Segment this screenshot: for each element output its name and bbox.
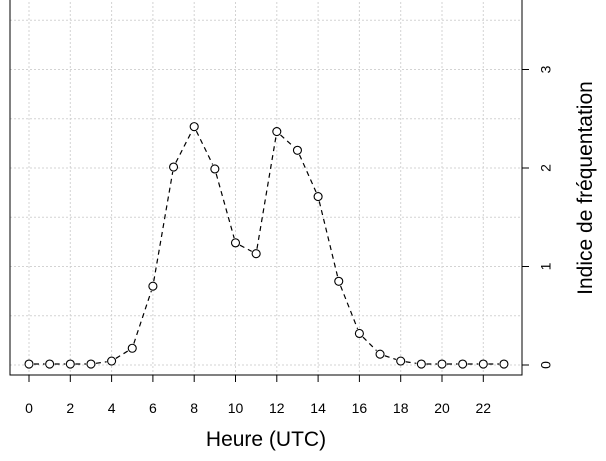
data-point [354,328,364,339]
data-point [437,359,447,369]
data-point [458,359,468,369]
data-point [45,359,55,369]
data-point [107,356,117,366]
x-tick-label: 2 [66,400,74,416]
data-point [292,145,303,155]
x-tick-label: 18 [393,400,409,416]
data-point [230,238,241,248]
data-point [272,127,282,137]
data-point [334,276,344,286]
data-point [210,164,220,174]
x-axis: 0 2 4 6 8 10 12 14 16 18 20 22 [25,375,491,416]
data-point [499,359,509,369]
y-tick-label: 1 [538,262,554,270]
data-point [86,359,96,369]
data-point [375,349,385,359]
x-tick-label: 20 [434,400,450,416]
data-point [65,359,75,369]
x-tick-label: 12 [269,400,285,416]
data-point [127,343,137,353]
x-tick-label: 22 [476,400,492,416]
grid [10,0,522,375]
y-axis-title: Indice de fréquentation [574,81,597,295]
data-points [24,122,509,369]
plot-frame [9,0,523,376]
data-point [169,162,179,172]
y-tick-label: 2 [538,164,554,172]
data-point [251,249,261,259]
data-point [416,359,426,369]
series-line [34,130,499,365]
data-point [396,356,406,366]
x-tick-label: 6 [149,400,157,416]
data-point [478,359,488,369]
data-point [313,192,323,202]
y-tick-label: 3 [538,65,554,73]
y-axis: 0 1 2 3 [522,65,554,369]
data-point [189,122,199,132]
x-tick-label: 10 [228,400,244,416]
x-axis-title: Heure (UTC) [206,428,326,451]
y-tick-label: 0 [538,361,554,369]
data-point [24,359,34,369]
x-tick-label: 14 [310,400,326,416]
x-tick-label: 8 [190,400,198,416]
data-point [148,281,158,291]
x-tick-label: 16 [352,400,368,416]
x-tick-label: 4 [108,400,116,416]
x-tick-label: 0 [25,400,33,416]
